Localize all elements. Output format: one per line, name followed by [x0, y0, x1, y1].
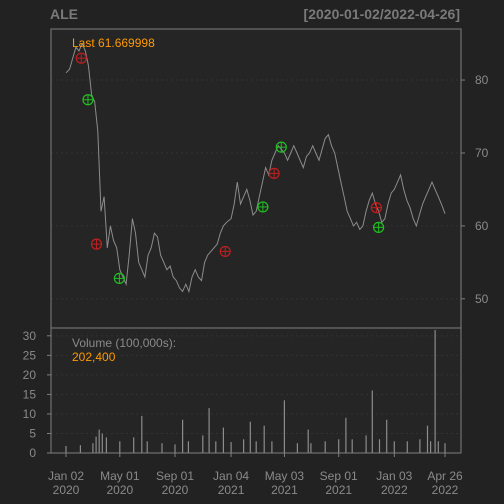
- volume-tick-label: 10: [23, 407, 37, 421]
- volume-tick-label: 0: [29, 446, 36, 460]
- date-tick-year: 2022: [381, 483, 408, 497]
- buy-marker: [82, 94, 94, 106]
- price-tick-label: 80: [475, 73, 489, 87]
- date-tick-year: 2021: [271, 483, 298, 497]
- price-axis: 50 60 70 80: [461, 73, 489, 306]
- date-tick-label: Jan 03: [376, 469, 412, 483]
- volume-panel: [51, 328, 461, 453]
- sell-marker: [75, 52, 87, 64]
- price-gridlines: [51, 79, 461, 300]
- volume-tick-label: 25: [23, 348, 37, 362]
- volume-bars: [65, 330, 446, 453]
- date-tick-year: 2020: [162, 483, 189, 497]
- volume-tick-label: 5: [29, 426, 36, 440]
- date-tick-label: May 03: [265, 469, 305, 483]
- date-tick-year: 2022: [432, 483, 459, 497]
- chart-title: ALE: [50, 6, 78, 22]
- sell-marker: [370, 202, 382, 214]
- date-tick-label: Sep 01: [320, 469, 358, 483]
- price-tick-label: 70: [475, 146, 489, 160]
- price-tick-label: 60: [475, 219, 489, 233]
- date-tick-label: May 01: [100, 469, 140, 483]
- price-tick-label: 50: [475, 292, 489, 306]
- volume-panel-frame: [50, 327, 462, 454]
- volume-legend-label: Volume (100,000s):: [72, 336, 176, 350]
- date-tick-label: Jan 02: [48, 469, 84, 483]
- date-tick-year: 2021: [325, 483, 352, 497]
- date-tick-label: Jan 04: [213, 469, 249, 483]
- buy-marker: [275, 141, 287, 153]
- date-tick-year: 2020: [106, 483, 133, 497]
- last-price-label: Last 61.669998: [72, 36, 155, 50]
- date-tick-label: Sep 01: [156, 469, 194, 483]
- trade-markers: [75, 52, 385, 285]
- volume-legend-value: 202,400: [72, 350, 116, 364]
- buy-marker: [373, 221, 385, 233]
- chart-date-range: [2020-01-02/2022-04-26]: [304, 6, 460, 22]
- sell-marker: [90, 238, 103, 250]
- sell-marker: [268, 167, 280, 179]
- volume-tick-label: 15: [23, 387, 37, 401]
- buy-marker: [113, 272, 125, 285]
- volume-tick-label: 20: [23, 368, 37, 382]
- volume-gridlines: [51, 335, 461, 434]
- buy-marker: [257, 201, 269, 213]
- date-tick-year: 2021: [218, 483, 245, 497]
- price-series-line: [65, 42, 446, 294]
- date-tick-label: Apr 26: [427, 469, 463, 483]
- date-tick-year: 2020: [53, 483, 80, 497]
- volume-tick-label: 30: [23, 329, 37, 343]
- sell-marker: [219, 245, 231, 258]
- volume-axis: 0 5 10 15 20 25 30: [23, 329, 51, 460]
